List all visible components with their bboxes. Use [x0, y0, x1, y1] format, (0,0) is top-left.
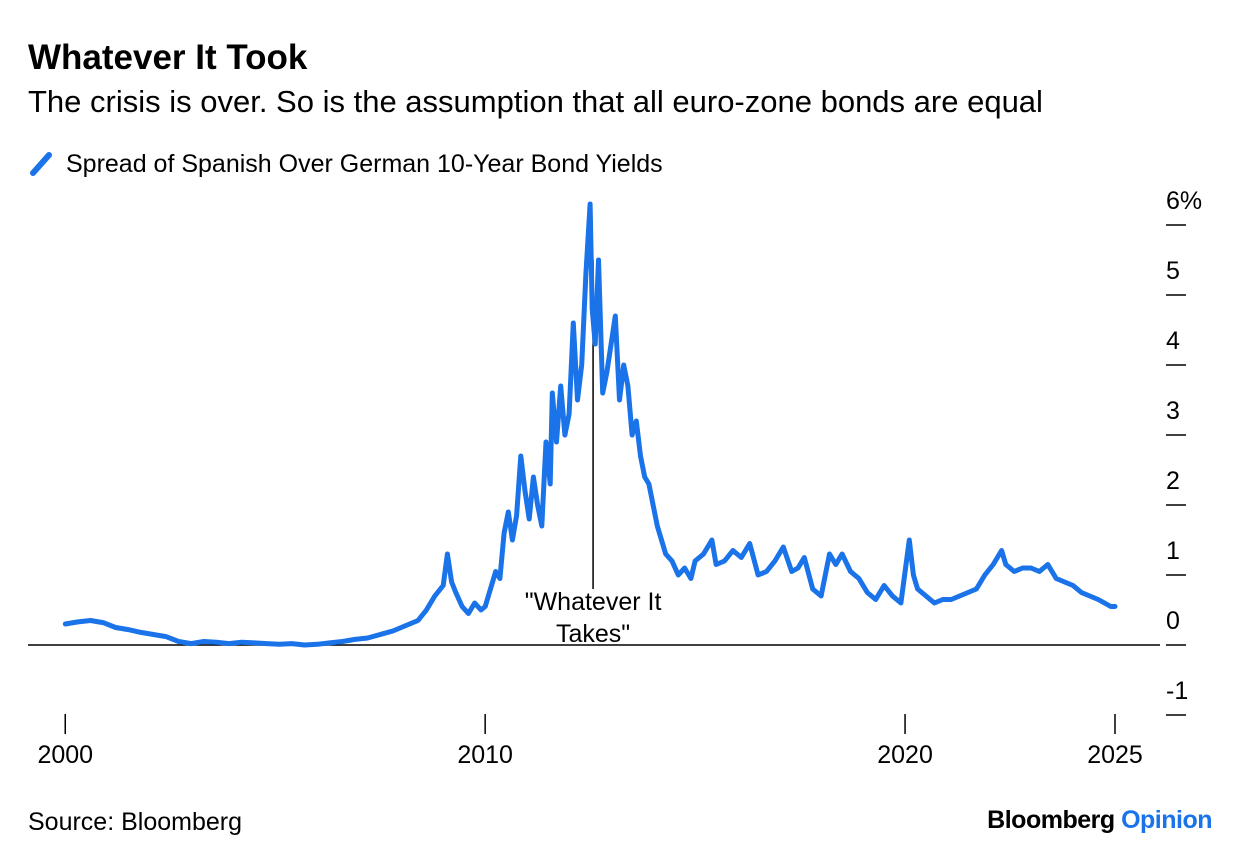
y-tick-label: 2 [1166, 467, 1180, 495]
legend: Spread of Spanish Over German 10-Year Bo… [28, 146, 663, 182]
annotation-label: "Whatever It [525, 588, 662, 616]
chart-title: Whatever It Took [28, 38, 308, 77]
chart-subtitle: The crisis is over. So is the assumption… [28, 84, 1043, 119]
legend-swatch-icon [28, 148, 54, 180]
y-tick-label: 5 [1166, 257, 1180, 285]
brand-secondary: Opinion [1121, 806, 1212, 834]
y-tick-label: 6% [1166, 187, 1202, 215]
source-note: Source: Bloomberg [28, 808, 243, 836]
x-tick-label: 2010 [457, 741, 513, 769]
y-tick-label: -1 [1166, 677, 1188, 705]
brand-primary: Bloomberg [987, 806, 1115, 834]
legend-label: Spread of Spanish Over German 10-Year Bo… [66, 149, 663, 178]
y-tick-label: 4 [1166, 327, 1180, 355]
x-tick-label: 2020 [877, 741, 933, 769]
annotation-label: Takes" [556, 620, 630, 648]
x-tick-label: 2025 [1087, 741, 1143, 769]
x-tick-label: 2000 [37, 741, 93, 769]
y-tick-label: 1 [1166, 537, 1180, 565]
y-tick-label: 3 [1166, 397, 1180, 425]
y-tick-label: 0 [1166, 607, 1180, 635]
series-line [62, 201, 1118, 648]
brand-logo: Bloomberg Opinion [987, 806, 1212, 835]
